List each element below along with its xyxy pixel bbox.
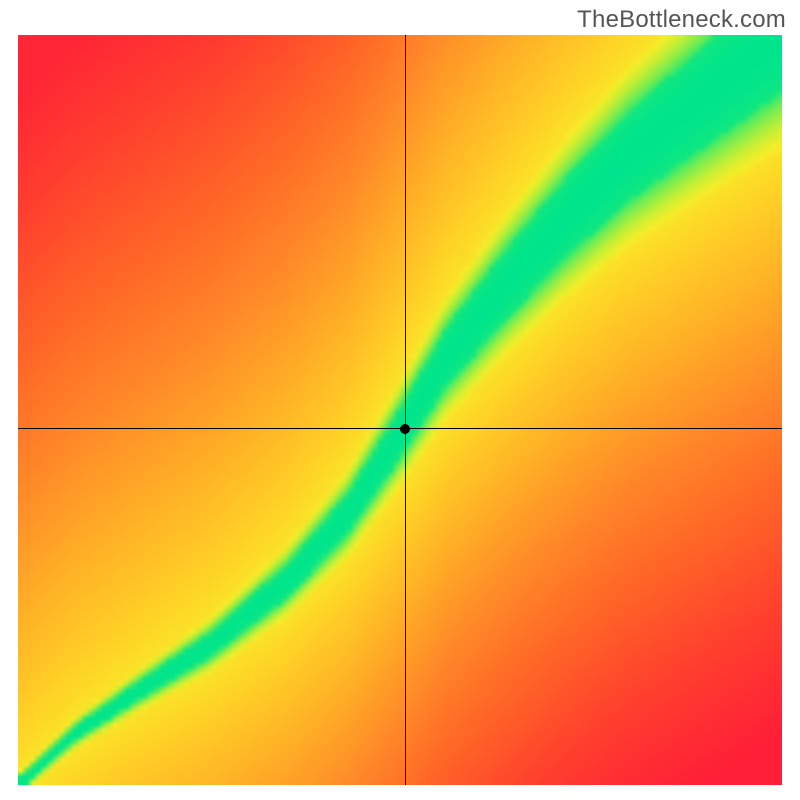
crosshair-vertical: [405, 35, 406, 785]
watermark-label: TheBottleneck.com: [577, 6, 786, 34]
bottleneck-heatmap: [18, 35, 782, 785]
chart-container: { "watermark": { "text": "TheBottleneck.…: [0, 0, 800, 800]
crosshair-marker: [400, 424, 410, 434]
